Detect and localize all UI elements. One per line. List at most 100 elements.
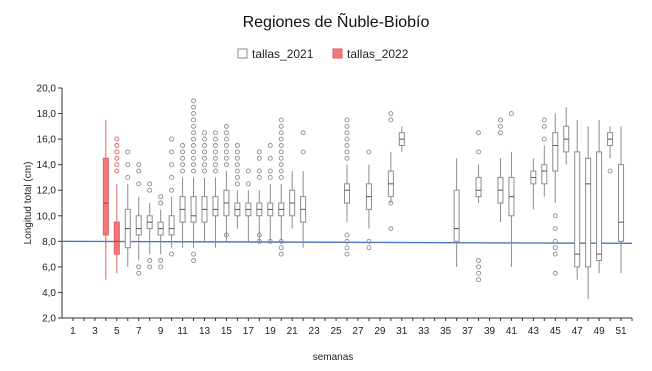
box-tallas_2021-week-51	[618, 164, 625, 242]
legend-label-2021: tallas_2021	[252, 47, 314, 61]
outlier-point	[344, 123, 350, 129]
outlier-point	[191, 258, 196, 263]
box-tallas_2021-week-14	[212, 196, 219, 217]
outlier-point	[158, 200, 164, 206]
y-tick-label: 14,0	[37, 160, 57, 171]
outlier-point	[552, 245, 558, 251]
outlier-point	[498, 117, 503, 123]
outlier-point	[114, 155, 120, 161]
box-tallas_2022-week-5	[113, 221, 120, 255]
outlier-point	[125, 162, 131, 168]
outlier-point	[213, 162, 218, 168]
outlier-point	[158, 264, 164, 270]
x-tick-label: 7	[136, 326, 142, 337]
x-tick-label: 19	[265, 326, 277, 337]
outlier-point	[476, 277, 481, 283]
x-tick-label: 43	[528, 326, 540, 337]
outlier-point	[147, 181, 153, 187]
x-tick-label: 29	[374, 326, 386, 337]
x-tick-label: 17	[243, 326, 255, 337]
outlier-point	[256, 174, 262, 180]
outlier-point	[114, 143, 120, 148]
outlier-point	[552, 238, 558, 244]
outlier-point	[191, 130, 196, 136]
outlier-point	[213, 168, 218, 174]
outlier-point	[169, 162, 175, 168]
outlier-point	[476, 264, 481, 270]
outlier-point	[278, 155, 284, 161]
outlier-point	[476, 258, 481, 263]
x-tick-label: 3	[92, 326, 98, 337]
outlier-point	[234, 168, 240, 174]
outlier-point	[344, 232, 350, 238]
outlier-point	[344, 130, 350, 136]
outlier-point	[267, 143, 273, 148]
outlier-point	[147, 187, 153, 193]
outlier-point	[191, 123, 196, 129]
outlier-point	[541, 123, 547, 129]
box-tallas_2021-week-12	[190, 196, 197, 223]
outlier-point	[552, 270, 558, 276]
box-tallas_2021-week-36	[453, 189, 460, 242]
outlier-point	[267, 168, 273, 174]
outlier-point	[213, 149, 218, 155]
y-tick-label: 6,0	[42, 262, 56, 273]
outlier-point	[256, 238, 262, 244]
outlier-point	[256, 155, 262, 161]
outlier-point	[114, 149, 120, 155]
outlier-point	[256, 232, 262, 238]
outlier-point	[278, 245, 284, 251]
outlier-point	[223, 162, 229, 168]
outlier-point	[191, 168, 196, 174]
x-tick-label: 51	[615, 326, 627, 337]
outlier-point	[213, 143, 218, 148]
outlier-point	[234, 155, 240, 161]
outlier-point	[344, 155, 350, 161]
outlier-point	[234, 149, 240, 155]
outlier-point	[552, 213, 558, 219]
x-tick-label: 25	[330, 326, 342, 337]
outlier-point	[552, 251, 558, 257]
outlier-point	[366, 238, 372, 244]
legend-swatch-2021	[237, 48, 248, 59]
outlier-point	[476, 270, 481, 276]
y-tick-label: 2,0	[42, 314, 56, 325]
box-tallas_2021-week-45	[552, 132, 559, 172]
outlier-point	[223, 155, 229, 161]
outlier-point	[344, 143, 350, 148]
outlier-point	[541, 117, 547, 123]
outlier-point	[191, 162, 196, 168]
outlier-point	[607, 168, 613, 174]
outlier-point	[223, 136, 229, 142]
outlier-point	[256, 168, 262, 174]
outlier-point	[136, 162, 142, 168]
outlier-point	[234, 174, 240, 180]
outlier-point	[388, 117, 394, 123]
outlier-point	[541, 136, 547, 142]
outlier-point	[344, 149, 350, 155]
outlier-point	[169, 251, 175, 257]
outlier-point	[245, 181, 251, 187]
y-axis-label: Longitud total (cm)	[23, 162, 34, 245]
outlier-point	[278, 238, 284, 244]
chart-title: Regiones de Ñuble-Biobío	[243, 11, 430, 31]
outlier-point	[267, 174, 273, 180]
outlier-point	[191, 111, 196, 117]
legend: tallas_2021 tallas_2022	[237, 47, 409, 61]
outlier-point	[147, 258, 153, 263]
outlier-point	[245, 168, 251, 174]
outlier-point	[344, 117, 350, 123]
y-tick-label: 12,0	[37, 186, 57, 197]
box-tallas_2022-week-4	[102, 157, 109, 236]
outlier-point	[169, 174, 175, 180]
x-tick-label: 21	[287, 326, 299, 337]
x-tick-label: 39	[484, 326, 496, 337]
x-tick-label: 33	[418, 326, 430, 337]
y-tick-label: 20,0	[37, 84, 57, 95]
box-tallas_2021-week-44	[541, 164, 548, 185]
outlier-point	[191, 149, 196, 155]
outlier-point	[388, 226, 394, 232]
outlier-point	[180, 168, 186, 174]
x-tick-label: 15	[221, 326, 233, 337]
outlier-point	[191, 136, 196, 142]
